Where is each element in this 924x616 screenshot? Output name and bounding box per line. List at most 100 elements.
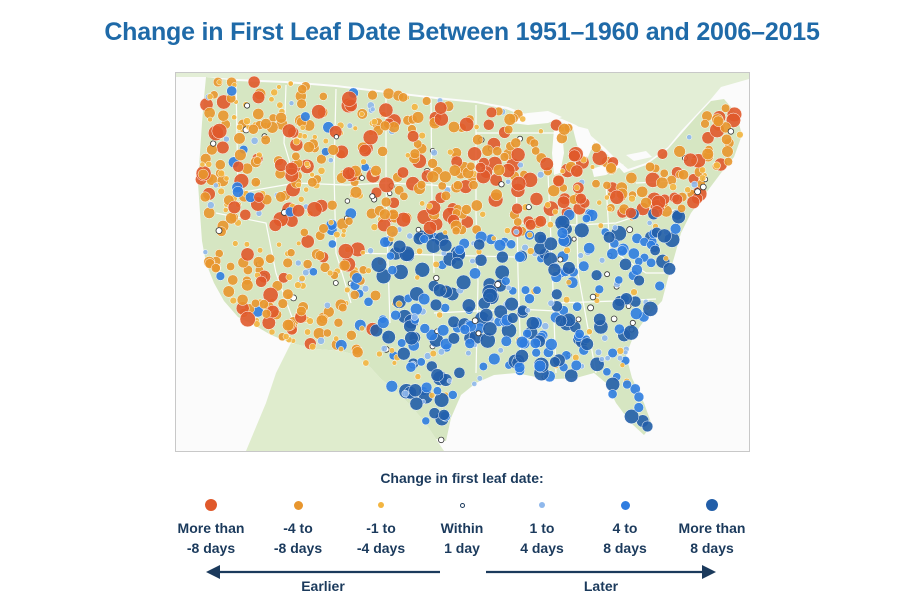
station-dot-1-4-earlier: [546, 221, 554, 229]
station-dot-4-8-later: [574, 328, 585, 339]
station-dot-gt-8-earlier: [306, 201, 323, 218]
station-dot-1-4-earlier: [491, 235, 497, 242]
station-dot-1-4-later: [497, 347, 504, 354]
station-dot-1-4-earlier: [206, 93, 214, 101]
station-dot-1-4-later: [541, 322, 550, 331]
station-dot-4-8-earlier: [529, 138, 539, 148]
map-panel[interactable]: [175, 72, 750, 452]
station-dot-4-8-earlier: [260, 118, 272, 130]
station-dot-4-8-earlier: [225, 212, 238, 225]
station-dot-1-4-earlier: [199, 161, 206, 168]
station-dot-within-1: [604, 271, 611, 278]
station-dot-1-4-later: [612, 224, 619, 231]
station-dot-1-4-earlier: [563, 296, 571, 304]
station-dot-1-4-earlier: [222, 207, 229, 213]
station-dot-4-8-later: [570, 359, 582, 371]
station-dot-4-8-later: [215, 271, 226, 281]
station-dot-gt-8-later: [533, 231, 547, 245]
station-dot-4-8-earlier: [409, 148, 421, 160]
station-dot-4-8-later: [420, 381, 433, 394]
station-dot-gt-8-earlier: [247, 75, 261, 89]
station-dot-gt-8-earlier: [459, 116, 475, 132]
station-dot-1-4-earlier: [391, 360, 398, 366]
station-dot-4-8-earlier: [645, 161, 656, 172]
station-dot-4-8-earlier: [291, 151, 301, 161]
station-dot-1-4-earlier: [216, 79, 223, 86]
station-dot-4-8-earlier: [499, 152, 510, 162]
legend-swatch: [293, 500, 303, 510]
station-dot-1-4-earlier: [333, 231, 341, 239]
station-dot-gt-8-later: [438, 409, 450, 421]
station-dot-4-8-later: [583, 242, 596, 255]
station-dot-1-4-earlier: [597, 222, 604, 229]
legend-item-more-than-8-later: More than 8 days: [662, 496, 762, 558]
station-dot-within-1: [727, 128, 735, 135]
station-dot-gt-8-later: [593, 312, 607, 326]
station-dot-gt-8-later: [551, 288, 563, 300]
station-dot-1-4-later: [513, 228, 520, 235]
station-dot-within-1: [244, 102, 251, 109]
station-dot-gt-8-earlier: [378, 102, 394, 118]
station-dot-1-4-earlier: [428, 392, 436, 399]
station-dot-4-8-earlier: [712, 115, 724, 127]
station-dot-1-4-later: [604, 355, 611, 362]
station-dot-4-8-earlier: [252, 256, 265, 268]
station-dot-4-8-later: [432, 386, 442, 396]
station-dot-gt-8-later: [479, 308, 494, 323]
station-dot-4-8-earlier: [265, 253, 276, 264]
station-dot-4-8-earlier: [260, 134, 271, 146]
station-dot-within-1: [525, 204, 532, 211]
station-dot-4-8-earlier: [322, 328, 332, 338]
station-dot-4-8-earlier: [315, 314, 328, 327]
station-dot-1-4-earlier: [538, 128, 544, 134]
station-dot-gt-8-earlier: [529, 192, 544, 206]
station-dot-1-4-earlier: [586, 328, 593, 335]
station-dot-within-1: [557, 256, 564, 263]
station-dot-1-4-later: [212, 182, 219, 189]
station-dot-4-8-earlier: [700, 119, 710, 129]
station-dot-gt-8-later: [564, 368, 579, 383]
station-dot-4-8-earlier: [199, 191, 211, 203]
station-dot-4-8-earlier: [386, 225, 399, 238]
station-dot-gt-8-later: [430, 368, 445, 382]
station-dot-gt-8-earlier: [423, 220, 437, 235]
earlier-label: Earlier: [301, 578, 345, 594]
legend-item-more-than-8-earlier: More than -8 days: [161, 496, 261, 558]
station-dot-4-8-earlier: [379, 120, 391, 132]
station-dot-4-8-later: [363, 296, 374, 307]
station-dot-1-4-later: [327, 157, 334, 164]
station-dot-gt-8-later: [649, 244, 661, 256]
later-arrow-icon: [486, 565, 716, 579]
station-dot-1-4-earlier: [231, 114, 237, 121]
station-dot-4-8-earlier: [234, 148, 247, 162]
station-dot-1-4-earlier: [223, 175, 230, 182]
station-dot-1-4-earlier: [268, 96, 275, 103]
station-dot-gt-8-later: [474, 253, 488, 267]
station-dot-1-4-earlier: [376, 350, 383, 358]
station-dot-1-4-earlier: [333, 335, 340, 342]
station-dot-4-8-later: [572, 301, 583, 312]
station-dot-4-8-earlier: [461, 204, 472, 215]
station-dot-within-1: [415, 226, 422, 233]
station-dot-within-1: [333, 134, 339, 140]
station-dot-1-4-later: [524, 307, 531, 314]
station-dot-gt-8-earlier: [253, 191, 265, 203]
station-dot-gt-8-later: [514, 349, 529, 364]
station-dot-4-8-earlier: [490, 188, 503, 201]
station-dot-1-4-earlier: [713, 161, 721, 170]
station-dot-gt-8-earlier: [240, 247, 255, 262]
station-dot-gt-8-later: [504, 296, 519, 312]
station-dot-gt-8-earlier: [483, 119, 495, 131]
station-dot-4-8-earlier: [470, 199, 483, 212]
station-dot-1-4-later: [250, 136, 259, 145]
station-dot-gt-8-earlier: [570, 164, 584, 178]
station-dot-1-4-later: [317, 336, 325, 345]
station-dot-1-4-earlier: [552, 208, 559, 216]
station-dot-4-8-earlier: [210, 263, 221, 273]
station-dot-1-4-earlier: [559, 168, 566, 175]
us-map[interactable]: [176, 73, 749, 451]
station-dot-4-8-later: [421, 416, 431, 426]
legend-swatch: [205, 499, 217, 511]
station-dot-1-4-earlier: [479, 211, 486, 218]
station-dot-4-8-later: [529, 337, 541, 349]
